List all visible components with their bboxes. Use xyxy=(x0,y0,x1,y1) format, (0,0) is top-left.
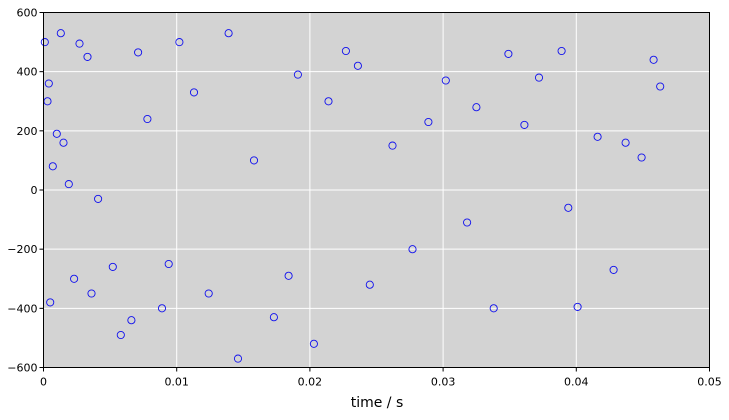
y-tick-label: −600 xyxy=(7,362,37,375)
data-point xyxy=(52,129,61,138)
data-point xyxy=(489,304,498,313)
x-tick-label: 0 xyxy=(40,376,47,389)
data-point xyxy=(40,38,49,47)
data-point xyxy=(564,203,573,212)
data-points xyxy=(40,29,665,363)
data-point xyxy=(424,117,433,127)
data-point xyxy=(70,274,79,283)
data-point xyxy=(341,46,350,56)
data-point xyxy=(48,162,57,171)
data-point xyxy=(83,52,92,61)
data-point xyxy=(365,280,374,289)
data-point xyxy=(94,194,103,203)
data-point xyxy=(520,120,529,129)
axes: 0 0.01 0.02 0.03 0.04 0.05 −600 −400 −200 0 200 400… xyxy=(7,7,721,389)
x-tick-label: 0.04 xyxy=(564,376,589,389)
data-point xyxy=(637,153,646,162)
data-point xyxy=(388,141,397,150)
y-tick-label: −400 xyxy=(7,302,37,315)
data-point xyxy=(157,304,167,313)
data-point xyxy=(472,103,481,112)
data-point xyxy=(324,97,333,106)
data-point xyxy=(534,73,544,82)
data-point xyxy=(87,289,96,298)
data-point xyxy=(249,156,259,165)
data-point xyxy=(573,302,582,311)
data-point xyxy=(143,114,152,124)
data-point xyxy=(175,38,184,47)
data-point xyxy=(309,339,318,348)
y-tick-label: −200 xyxy=(7,243,37,256)
data-point xyxy=(408,245,417,254)
data-point xyxy=(504,49,513,58)
data-point xyxy=(116,330,125,340)
data-point xyxy=(46,298,55,307)
data-point xyxy=(127,316,136,325)
data-point xyxy=(108,262,117,271)
data-point xyxy=(189,88,199,97)
x-tick-label: 0.05 xyxy=(697,376,722,389)
data-point xyxy=(44,79,53,88)
data-point xyxy=(224,29,233,38)
y-tick-label: 0 xyxy=(31,184,38,197)
y-tick-label: 200 xyxy=(17,125,38,138)
data-point xyxy=(134,48,143,57)
x-tick-label: 0.03 xyxy=(431,376,456,389)
data-point xyxy=(463,218,472,227)
data-point xyxy=(609,265,618,274)
data-point xyxy=(56,29,65,38)
data-point xyxy=(441,76,450,85)
data-point xyxy=(233,354,243,363)
data-point xyxy=(649,55,658,64)
data-point xyxy=(353,61,362,70)
data-point xyxy=(59,138,68,147)
data-point xyxy=(75,39,84,48)
data-point xyxy=(284,271,293,280)
x-tick-label: 0.01 xyxy=(164,376,189,389)
data-point xyxy=(64,180,73,189)
x-axis-label: time / s xyxy=(351,395,404,411)
data-point xyxy=(656,82,665,91)
data-point xyxy=(204,289,213,298)
y-tick-label: 600 xyxy=(17,7,38,20)
data-point xyxy=(593,132,602,141)
x-tick-label: 0.02 xyxy=(298,376,323,389)
y-tick-label: 400 xyxy=(17,66,38,79)
data-point xyxy=(293,70,302,79)
data-point xyxy=(269,313,278,322)
data-point xyxy=(621,138,630,147)
data-point xyxy=(164,259,173,269)
data-point xyxy=(557,46,566,56)
